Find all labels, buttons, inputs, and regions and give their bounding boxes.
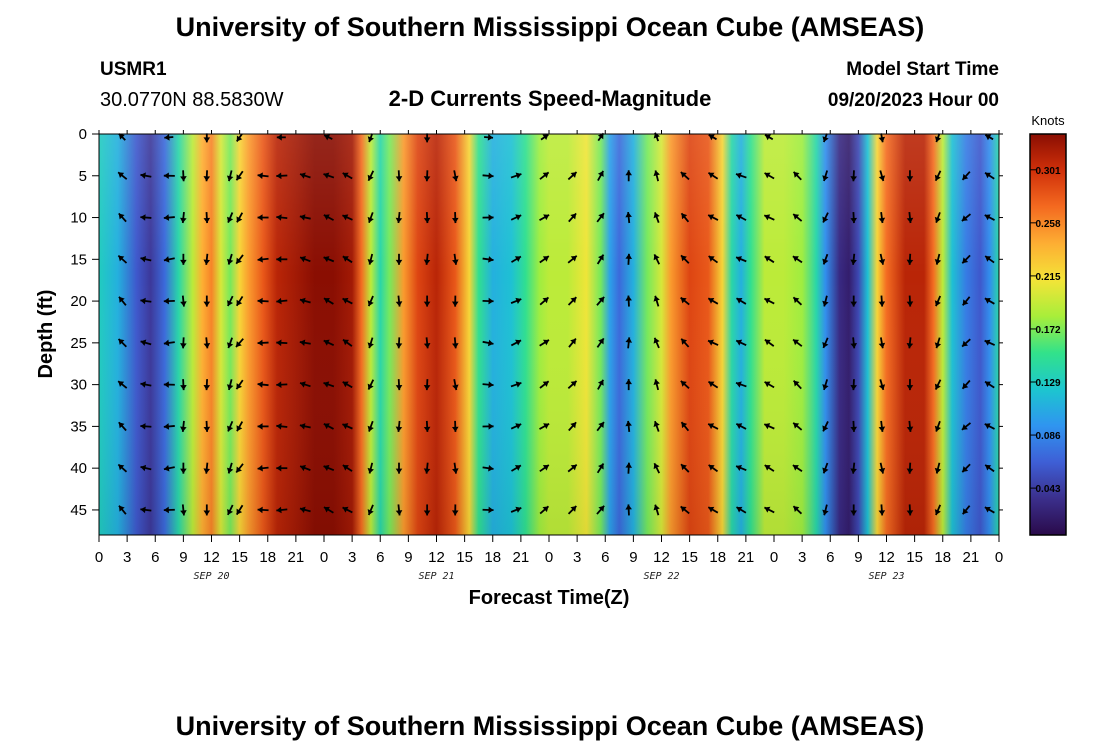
y-tick-label: 10 (70, 210, 87, 227)
current-speed-figure: University of Southern Mississippi Ocean… (0, 0, 1100, 750)
x-tick-label: 18 (709, 549, 726, 566)
x-tick-label: 21 (288, 549, 305, 566)
colorbar-tick-label: 0.301 (1035, 166, 1060, 177)
heatmap-shading (99, 134, 999, 535)
station-id: USMR1 (100, 59, 167, 80)
colorbar-tick-label: 0.258 (1035, 219, 1060, 230)
y-tick-label: 35 (70, 418, 87, 435)
colorbar-title: Knots (1031, 113, 1065, 128)
x-tick-label: 12 (878, 549, 895, 566)
x-tick-label: 15 (231, 549, 248, 566)
x-tick-label: 15 (681, 549, 698, 566)
x-tick-label: 6 (151, 549, 159, 566)
x-tick-label: 9 (179, 549, 187, 566)
x-tick-label: 0 (95, 549, 103, 566)
model-start-time: 09/20/2023 Hour 00 (828, 90, 999, 111)
x-tick-label: 18 (484, 549, 501, 566)
x-tick-label: 12 (203, 549, 220, 566)
x-tick-label: 3 (348, 549, 356, 566)
x-tick-label: 21 (738, 549, 755, 566)
x-tick-label: 6 (601, 549, 609, 566)
page-title: University of Southern Mississippi Ocean… (176, 12, 925, 42)
y-tick-label: 15 (70, 251, 87, 268)
x-tick-label: 18 (259, 549, 276, 566)
y-tick-label: 30 (70, 377, 87, 394)
x-tick-label: 0 (995, 549, 1003, 566)
colorbar-tick-label: 0.043 (1035, 484, 1060, 495)
chart-title: 2-D Currents Speed-Magnitude (389, 86, 712, 111)
y-tick-label: 5 (79, 168, 87, 185)
y-tick-label: 40 (70, 460, 87, 477)
date-label: SEP 22 (643, 571, 679, 582)
station-location: 30.0770N 88.5830W (100, 89, 284, 111)
x-tick-label: 0 (320, 549, 328, 566)
x-tick-label: 6 (826, 549, 834, 566)
colorbar-tick-label: 0.086 (1035, 431, 1060, 442)
date-label: SEP 21 (418, 571, 454, 582)
date-labels: SEP 20 SEP 21 SEP 22 SEP 23 (193, 571, 904, 582)
x-tick-label: 0 (545, 549, 553, 566)
x-tick-label: 21 (963, 549, 980, 566)
x-tick-label: 9 (404, 549, 412, 566)
colorbar-tick-label: 0.129 (1035, 378, 1060, 389)
x-tick-label: 3 (123, 549, 131, 566)
x-tick-label: 21 (513, 549, 530, 566)
x-tick-label: 9 (854, 549, 862, 566)
x-tick-label: 15 (906, 549, 923, 566)
x-axis-label: Forecast Time(Z) (469, 587, 630, 609)
x-tick-label: 12 (428, 549, 445, 566)
colorbar: Knots 0.301 0.258 0.215 0.172 0.129 0.086 0.04… (1030, 113, 1066, 535)
colorbar-tick-label: 0.215 (1035, 272, 1060, 283)
y-tick-label: 25 (70, 335, 87, 352)
x-tick-label: 9 (629, 549, 637, 566)
x-tick-label: 6 (376, 549, 384, 566)
x-tick-label: 3 (573, 549, 581, 566)
colorbar-tick-label: 0.172 (1035, 325, 1060, 336)
y-axis-label: Depth (ft) (35, 290, 57, 379)
x-tick-label: 18 (934, 549, 951, 566)
model-start-label: Model Start Time (846, 59, 999, 80)
date-label: SEP 23 (868, 571, 904, 582)
y-tick-label: 20 (70, 293, 87, 310)
x-tick-label: 3 (798, 549, 806, 566)
plot-area: 0 3 6 9 12 15 18 21 0 3 6 9 12 15 18 21 0 3 6 9 12 15 18 21 0 3 6 9… (70, 126, 1003, 582)
x-tick-label: 15 (456, 549, 473, 566)
y-tick-label: 45 (70, 502, 87, 519)
x-tick-label: 0 (770, 549, 778, 566)
x-tick-label: 12 (653, 549, 670, 566)
footer-title: University of Southern Mississippi Ocean… (176, 711, 925, 741)
y-tick-label: 0 (79, 126, 87, 143)
date-label: SEP 20 (193, 571, 229, 582)
